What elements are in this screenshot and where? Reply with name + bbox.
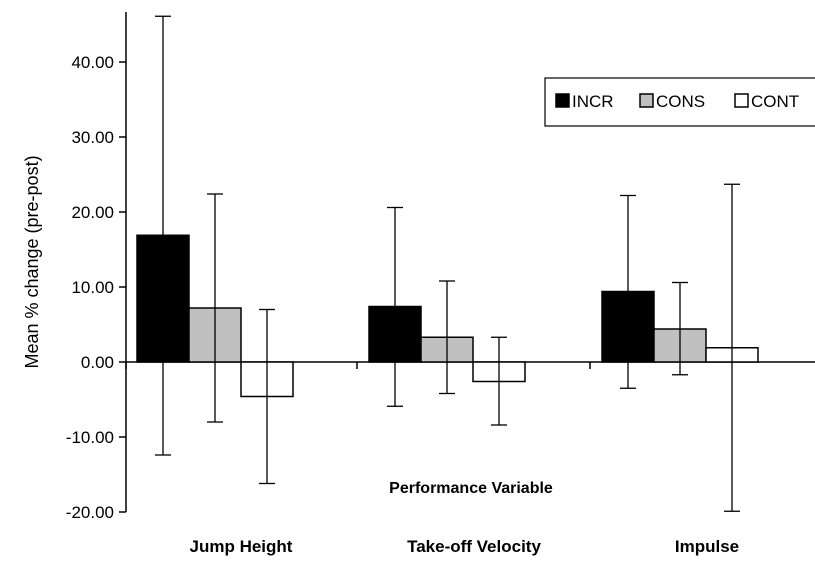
legend-swatch-incr xyxy=(555,93,570,108)
x-axis-title: Performance Variable xyxy=(389,480,553,497)
legend: INCR CONS CONT xyxy=(544,77,815,127)
y-tick-label: 20.00 xyxy=(71,203,114,222)
y-axis-ticks: 40.00 30.00 20.00 10.00 0.00 -10.00 -20.00 xyxy=(66,53,126,522)
y-tick-label: -10.00 xyxy=(66,428,114,447)
legend-swatch-cons xyxy=(639,93,654,108)
y-tick-label: 10.00 xyxy=(71,278,114,297)
legend-swatch-cont xyxy=(734,93,749,108)
legend-box xyxy=(544,77,815,127)
y-tick-label: 30.00 xyxy=(71,128,114,147)
category-label: Jump Height xyxy=(190,537,293,556)
legend-label-cons: CONS xyxy=(656,92,705,111)
legend-label-incr: INCR xyxy=(572,92,614,111)
category-label: Impulse xyxy=(675,537,739,556)
error-bars xyxy=(155,15,740,512)
y-tick-label: 0.00 xyxy=(81,353,114,372)
legend-label-cont: CONT xyxy=(751,92,799,111)
y-tick-label: -20.00 xyxy=(66,503,114,522)
y-axis-title: Mean % change (pre-post) xyxy=(22,155,42,368)
y-tick-label: 40.00 xyxy=(71,53,114,72)
category-labels: Jump Height Take-off Velocity Impulse xyxy=(190,537,740,556)
category-label: Take-off Velocity xyxy=(407,537,541,556)
